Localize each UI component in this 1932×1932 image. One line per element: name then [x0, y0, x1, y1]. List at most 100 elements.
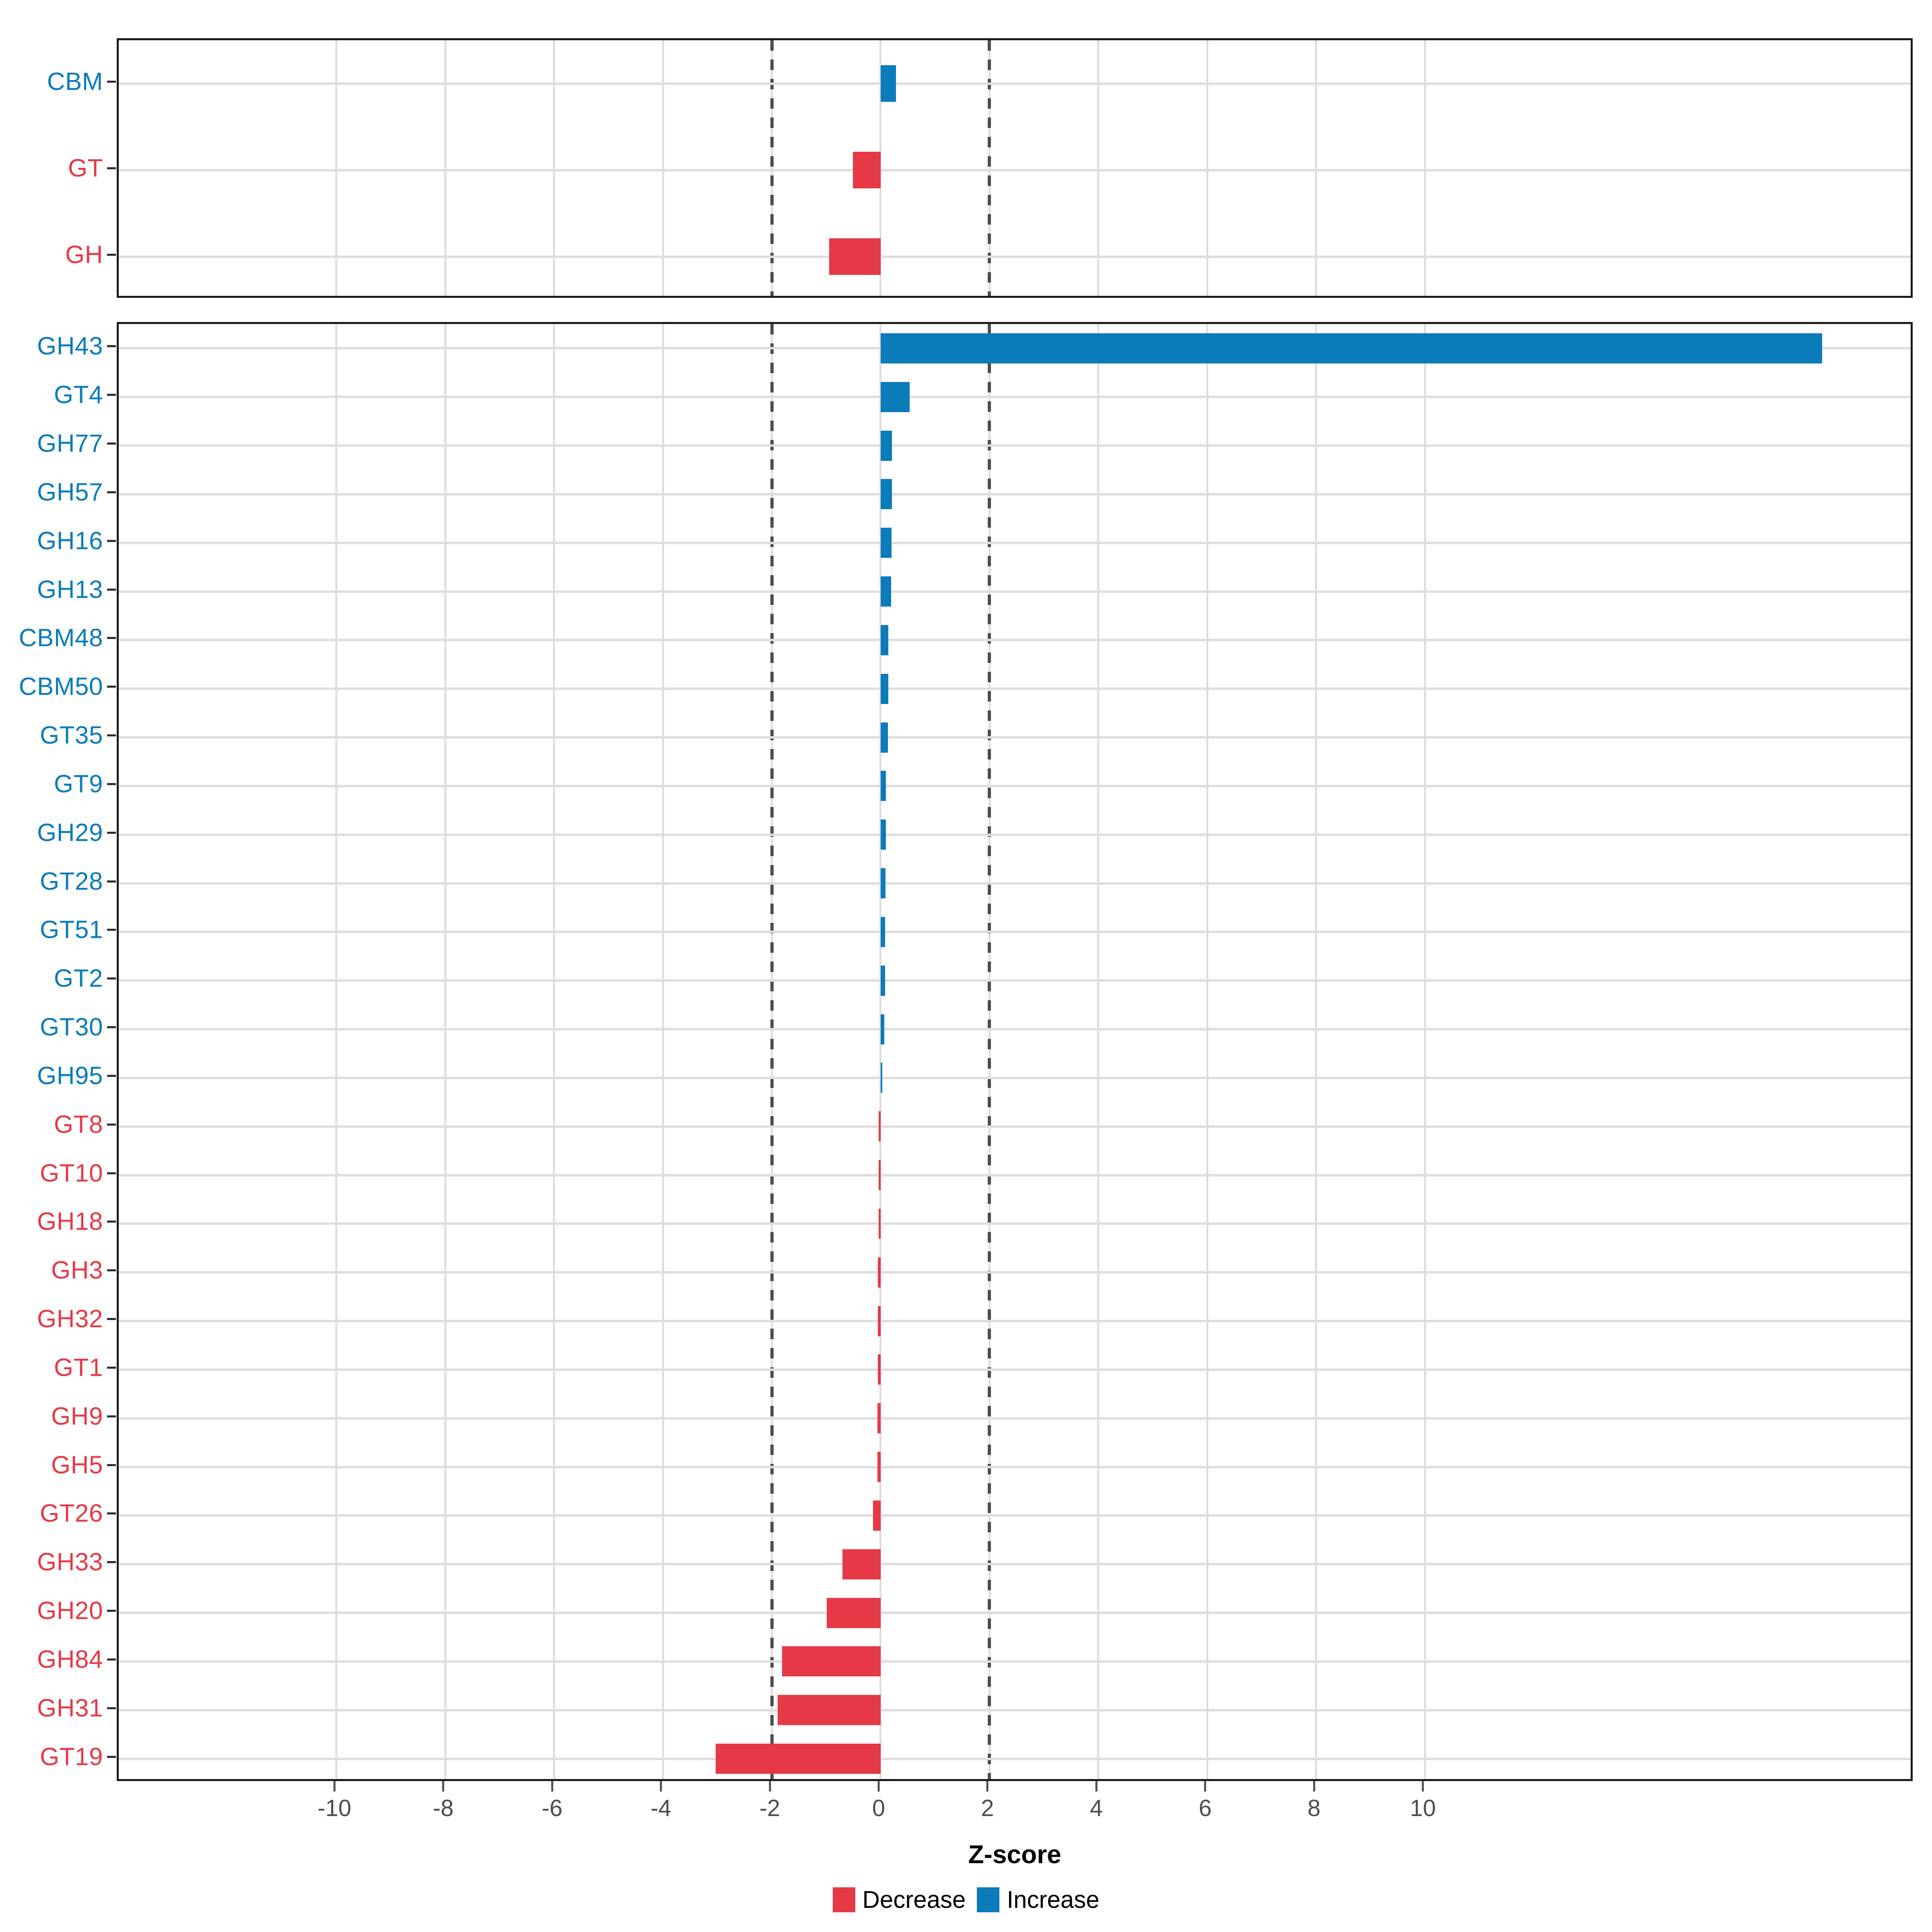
y-gridline	[119, 931, 1911, 933]
bar-CBM[interactable]	[880, 65, 896, 102]
y-gridline	[119, 1174, 1911, 1177]
bar-GT10[interactable]	[878, 1160, 881, 1191]
bar-GH43[interactable]	[880, 333, 1823, 363]
y-axis-tick	[107, 685, 116, 688]
x-axis-tick-label: 4	[1090, 1795, 1103, 1821]
y-axis-tick	[107, 491, 116, 493]
y-axis-label-GT30: GT30	[39, 1013, 103, 1041]
bar-GH18[interactable]	[878, 1208, 881, 1239]
bar-GT8[interactable]	[878, 1111, 881, 1142]
y-axis-label-GT2: GT2	[54, 964, 103, 993]
y-gridline	[119, 1660, 1911, 1663]
bar-GT1[interactable]	[878, 1354, 881, 1385]
y-gridline	[119, 979, 1911, 982]
threshold-line	[770, 324, 774, 1779]
legend-item-decrease[interactable]: Decrease	[832, 1886, 966, 1913]
y-gridline	[119, 1417, 1911, 1420]
bar-GT26[interactable]	[873, 1500, 881, 1531]
y-axis-label-CBM48: CBM48	[19, 624, 103, 652]
x-axis-tick-label: -8	[433, 1795, 454, 1821]
x-axis: -10 -8 -6 -4 -2 0 2 4 6 8 10	[117, 1781, 1913, 1837]
bar-GH29[interactable]	[880, 819, 886, 850]
x-gridline	[1424, 324, 1426, 1779]
x-axis-tick-label: 8	[1307, 1795, 1321, 1821]
y-gridline	[119, 541, 1911, 544]
bar-GH9[interactable]	[877, 1403, 881, 1434]
bar-GT2[interactable]	[880, 965, 885, 996]
bar-GT28[interactable]	[880, 868, 886, 899]
x-gridline	[662, 324, 664, 1779]
y-axis-tick	[107, 1756, 116, 1758]
y-gridline	[119, 1320, 1911, 1323]
x-axis-tick-label: 2	[981, 1795, 994, 1821]
bar-GH3[interactable]	[878, 1257, 881, 1288]
bar-GH5[interactable]	[877, 1452, 881, 1482]
legend-swatch-increase-icon	[977, 1887, 1000, 1912]
bar-GH16[interactable]	[880, 528, 892, 558]
y-axis-label-GH95: GH95	[37, 1062, 103, 1090]
y-gridline	[119, 687, 1911, 690]
x-axis-tick-label: 6	[1199, 1795, 1212, 1821]
y-axis-label-GH32: GH32	[37, 1305, 103, 1333]
x-gridline	[335, 40, 338, 296]
bar-GH84[interactable]	[782, 1646, 881, 1677]
y-axis-tick	[107, 783, 116, 785]
bar-GT35[interactable]	[880, 722, 888, 753]
legend-item-increase[interactable]: Increase	[977, 1886, 1099, 1913]
bar-GT4[interactable]	[880, 382, 910, 412]
bar-GH77[interactable]	[880, 430, 892, 461]
y-axis-tick	[107, 442, 116, 445]
y-axis-label-GH: GH	[65, 241, 103, 268]
x-gridline	[444, 324, 446, 1779]
y-gridline	[119, 1271, 1911, 1274]
bar-GT51[interactable]	[880, 916, 885, 947]
x-axis-tick-label: -2	[759, 1795, 780, 1821]
bar-GH95[interactable]	[880, 1063, 882, 1093]
y-axis-label-GH13: GH13	[37, 576, 103, 604]
bar-GH33[interactable]	[842, 1549, 881, 1579]
y-axis-label-GT28: GT28	[39, 867, 103, 896]
bar-GH57[interactable]	[880, 479, 892, 510]
y-axis-label-GT1: GT1	[54, 1354, 103, 1382]
x-axis-tick-label: 0	[872, 1795, 886, 1821]
y-axis-label-GH84: GH84	[37, 1645, 103, 1674]
bar-GH[interactable]	[829, 238, 881, 275]
y-axis-label-GT8: GT8	[54, 1110, 103, 1139]
y-axis-tick	[107, 1075, 116, 1077]
x-axis-tick-label: 10	[1410, 1795, 1436, 1821]
y-axis-tick	[107, 1026, 116, 1028]
legend: Decrease Increase	[0, 1886, 1932, 1913]
bar-CBM48[interactable]	[880, 625, 888, 655]
y-axis-label-GH43: GH43	[37, 332, 103, 360]
y-axis-tick	[107, 1415, 116, 1418]
threshold-line	[988, 324, 991, 1779]
y-axis-label-GH31: GH31	[37, 1694, 103, 1722]
bar-GT30[interactable]	[880, 1014, 885, 1044]
bar-GT19[interactable]	[716, 1744, 881, 1774]
bar-GH13[interactable]	[880, 576, 891, 607]
y-axis-tick	[107, 1561, 116, 1563]
x-gridline	[1206, 324, 1208, 1779]
x-gridline	[662, 40, 664, 296]
y-axis-tick	[107, 345, 116, 347]
x-axis-title: Z-score	[968, 1840, 1061, 1869]
x-gridline	[335, 324, 338, 1779]
x-axis-tick	[1204, 1781, 1206, 1792]
bar-CBM50[interactable]	[880, 673, 888, 704]
y-axis-label-GH20: GH20	[37, 1597, 103, 1625]
y-axis-tick	[107, 1707, 116, 1709]
x-gridline	[1206, 40, 1208, 296]
x-axis-tick-label: -4	[650, 1795, 671, 1821]
y-gridline	[119, 1028, 1911, 1031]
y-axis-tick	[107, 977, 116, 980]
bar-GT9[interactable]	[880, 771, 886, 801]
bar-GH31[interactable]	[778, 1695, 881, 1726]
x-axis-tick-label: -6	[541, 1795, 563, 1821]
class-level-panel	[117, 38, 1913, 298]
legend-label-decrease: Decrease	[862, 1886, 966, 1913]
bar-GT[interactable]	[853, 152, 881, 188]
x-gridline	[879, 40, 882, 296]
bar-GH32[interactable]	[878, 1306, 881, 1336]
bar-GH20[interactable]	[827, 1598, 881, 1628]
